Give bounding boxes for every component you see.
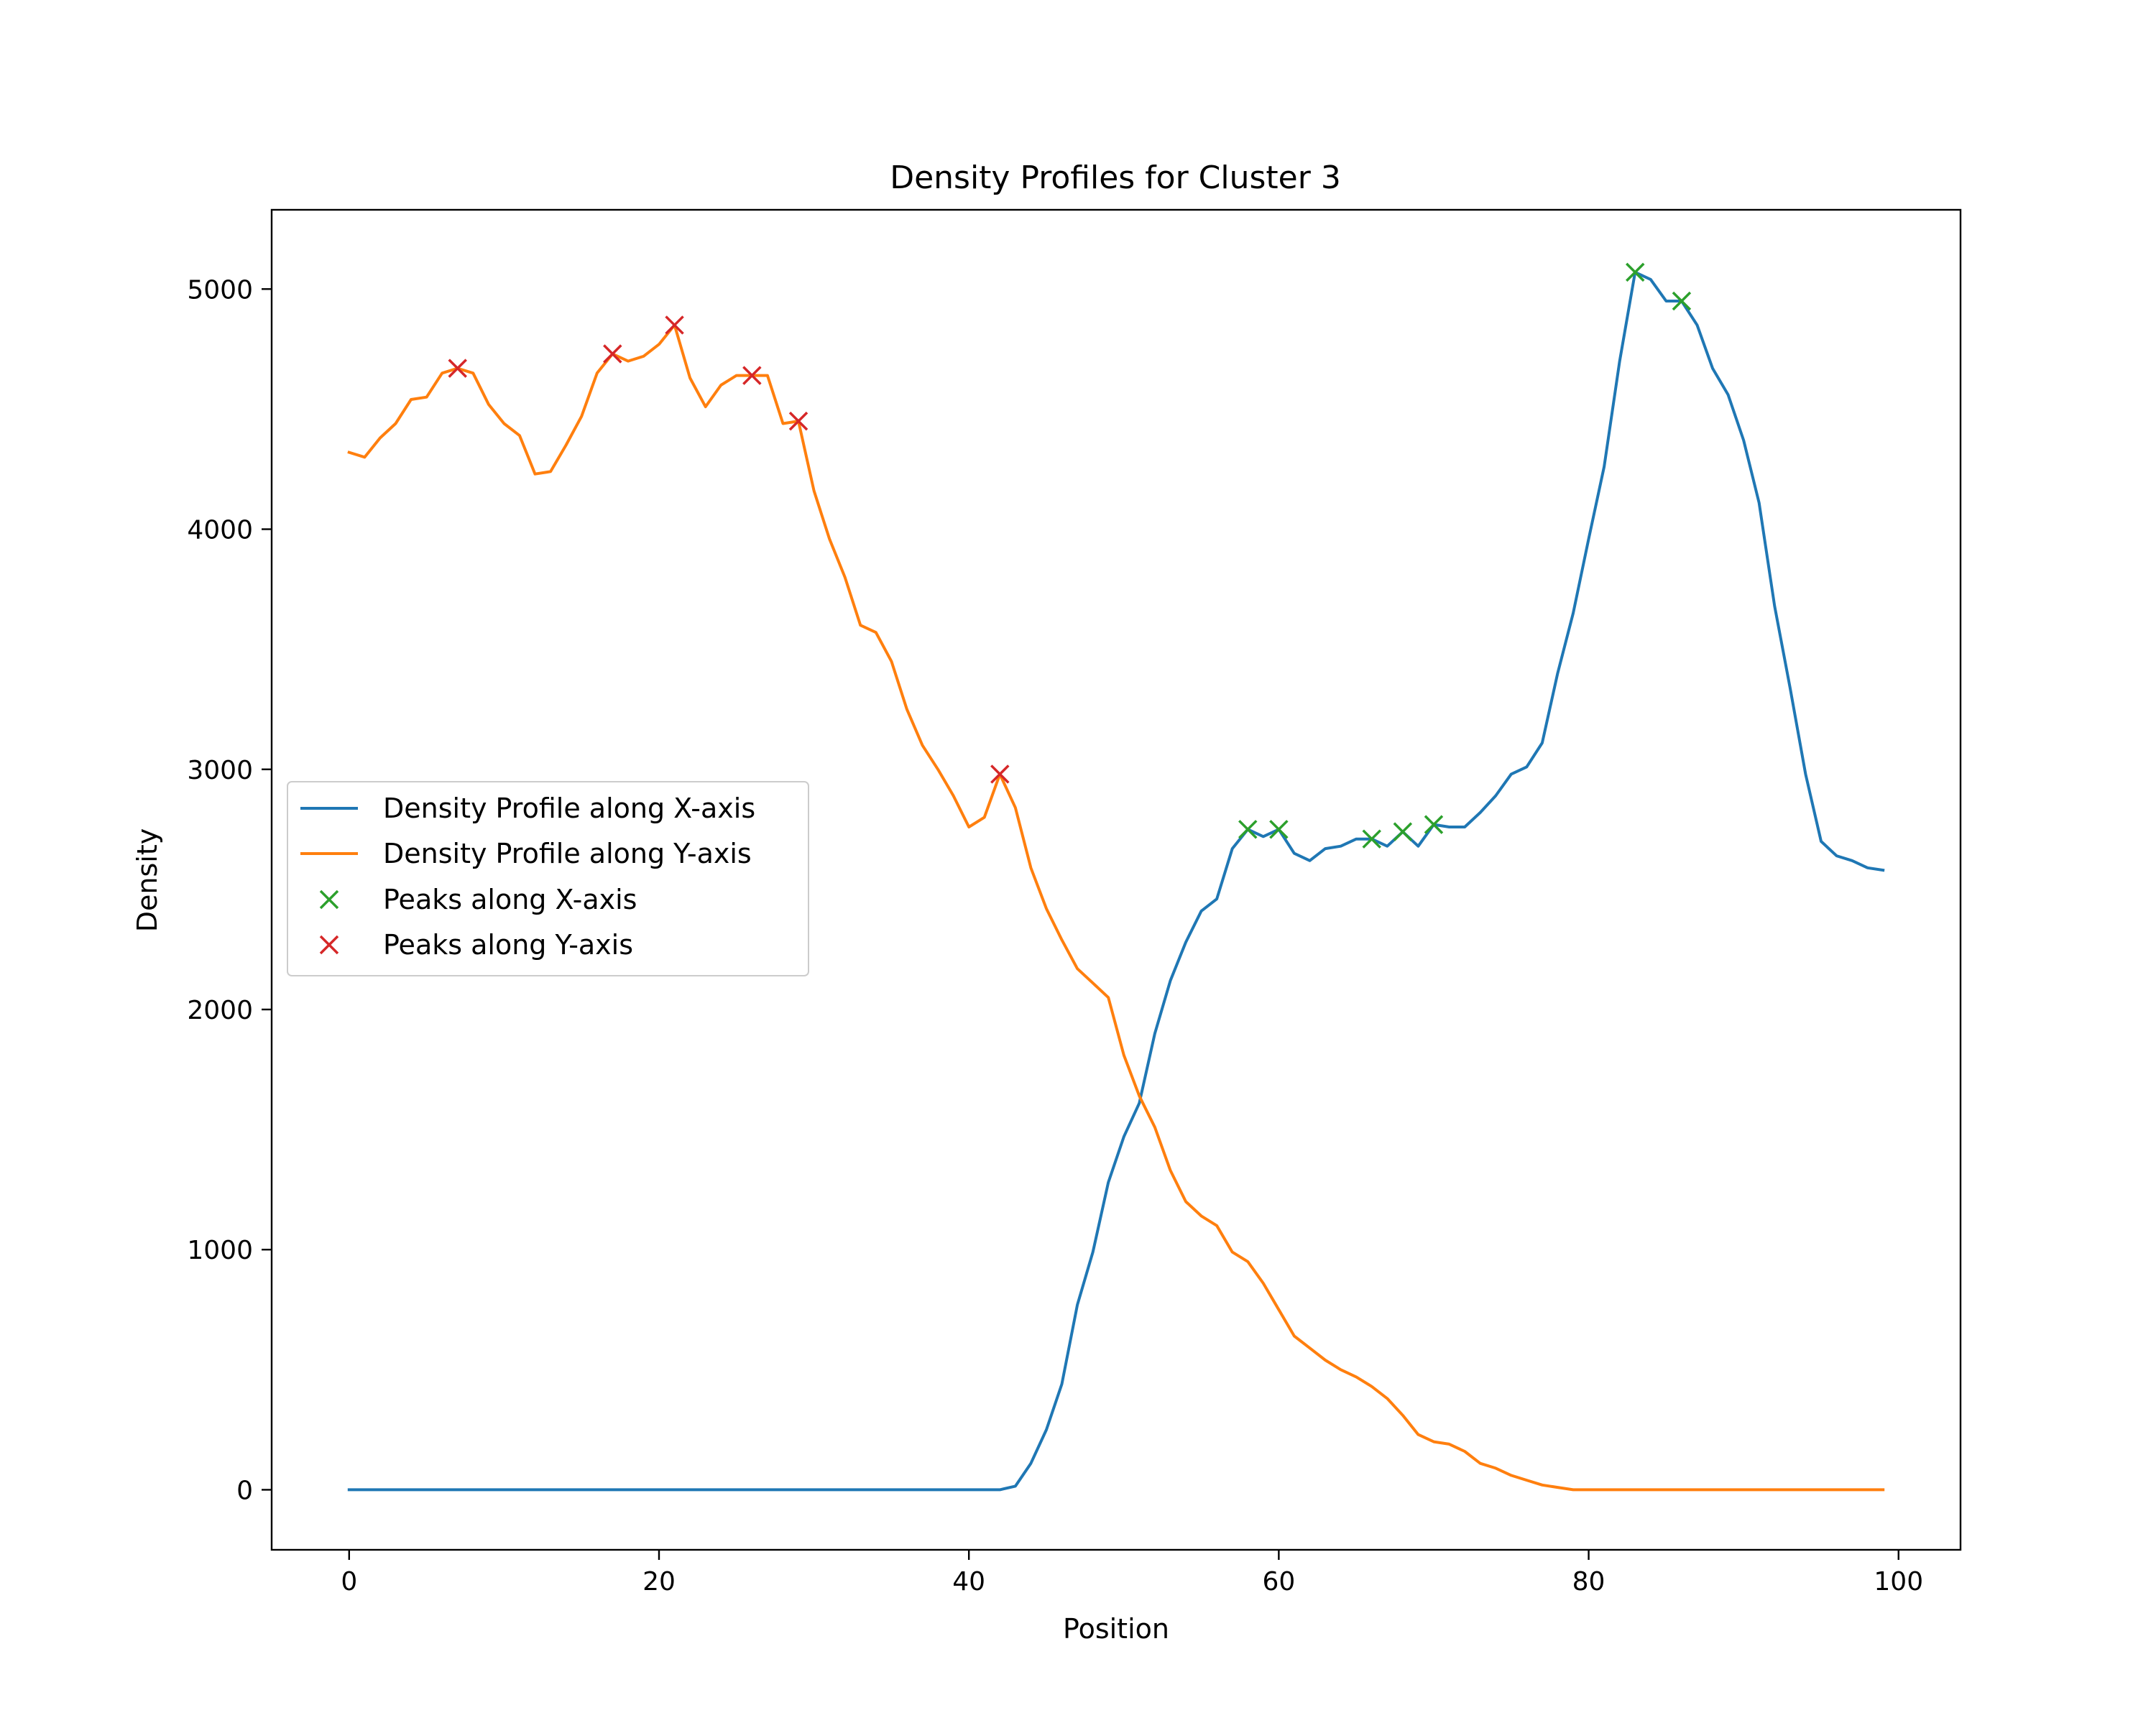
legend-swatch-y-peaks	[319, 935, 339, 955]
legend-label-y-profile: Density Profile along Y-axis	[383, 838, 752, 869]
peak-marker-3-2	[665, 315, 684, 335]
x-tick-label-5: 100	[1874, 1567, 1923, 1597]
peak-marker-2-2	[1362, 829, 1381, 849]
peak-marker-2-3	[1393, 822, 1413, 841]
y-axis-label: Density	[132, 828, 163, 932]
peak-marker-2-6	[1672, 291, 1692, 311]
y-tick-label-1: 1000	[187, 1236, 253, 1265]
peak-marker-2-5	[1626, 262, 1645, 282]
peak-marker-3-1	[603, 344, 622, 364]
plot-frame	[270, 208, 1962, 1551]
y-tick-label-3: 3000	[187, 756, 253, 785]
y-tick-label-0: 0	[236, 1476, 253, 1505]
chart-title: Density Profiles for Cluster 3	[890, 160, 1341, 196]
legend-label-y-peaks: Peaks along Y-axis	[383, 929, 633, 961]
legend-label-x-peaks: Peaks along X-axis	[383, 884, 637, 915]
x-axis-label: Position	[1063, 1613, 1169, 1645]
legend-box	[287, 781, 809, 976]
x-tick-label-2: 40	[952, 1567, 985, 1597]
peak-marker-2-0	[1238, 820, 1258, 839]
peak-marker-3-4	[788, 411, 808, 431]
peak-marker-3-3	[742, 366, 762, 385]
x-tick-label-0: 0	[341, 1567, 357, 1597]
series-line-1	[347, 323, 1885, 1492]
y-tick-label-4: 4000	[187, 516, 253, 545]
x-tick-label-4: 80	[1572, 1567, 1606, 1597]
plot-area	[347, 262, 1885, 1492]
legend-swatch-x-peaks	[319, 890, 339, 910]
peak-marker-2-1	[1269, 820, 1289, 839]
x-tick-label-3: 60	[1262, 1567, 1295, 1597]
series-line-0	[347, 270, 1885, 1492]
peak-marker-3-0	[448, 359, 467, 378]
peak-marker-2-4	[1424, 815, 1444, 834]
y-tick-label-2: 2000	[187, 996, 253, 1025]
legend-label-x-profile: Density Profile along X-axis	[383, 793, 755, 824]
peak-marker-3-5	[990, 764, 1010, 784]
legend: Density Profile along X-axis Density Pro…	[287, 781, 809, 976]
x-tick-label-1: 20	[642, 1567, 676, 1597]
y-tick-label-5: 5000	[187, 275, 253, 305]
